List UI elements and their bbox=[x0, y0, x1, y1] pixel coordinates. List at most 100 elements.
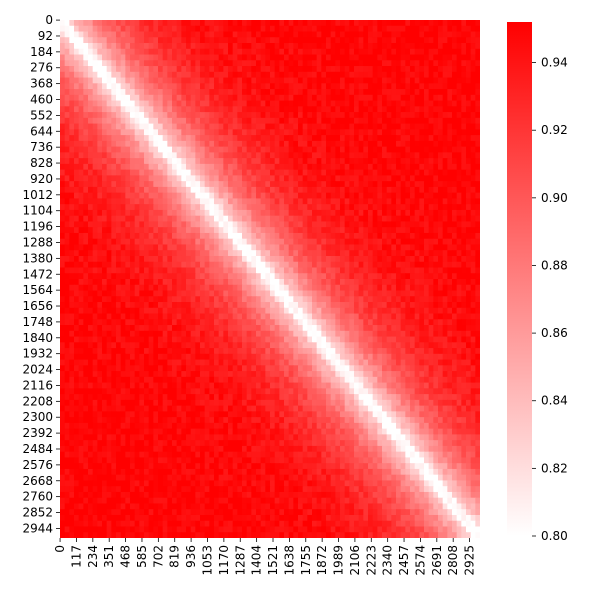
heatmap-cell bbox=[79, 158, 84, 164]
heatmap-cell bbox=[88, 262, 93, 268]
heatmap-cell bbox=[298, 37, 303, 43]
heatmap-cell bbox=[102, 273, 107, 279]
heatmap-cell bbox=[438, 216, 443, 222]
heatmap-cell bbox=[345, 279, 350, 285]
heatmap-cell bbox=[102, 83, 107, 89]
heatmap-cell bbox=[65, 66, 70, 72]
heatmap-cell bbox=[256, 78, 261, 84]
heatmap-cell bbox=[447, 244, 452, 250]
heatmap-cell bbox=[219, 60, 224, 66]
heatmap-cell bbox=[401, 158, 406, 164]
heatmap-cell bbox=[167, 106, 172, 112]
heatmap-cell bbox=[214, 20, 219, 26]
heatmap-cell bbox=[111, 256, 116, 262]
heatmap-cell bbox=[69, 20, 74, 26]
heatmap-cell bbox=[219, 118, 224, 124]
heatmap-cell bbox=[83, 83, 88, 89]
heatmap-cell bbox=[149, 37, 154, 43]
heatmap-cell bbox=[125, 129, 130, 135]
heatmap-cell bbox=[79, 175, 84, 181]
heatmap-cell bbox=[200, 267, 205, 273]
heatmap-cell bbox=[424, 210, 429, 216]
heatmap-cell bbox=[321, 89, 326, 95]
heatmap-cell bbox=[349, 106, 354, 112]
heatmap-cell bbox=[349, 20, 354, 26]
heatmap-cell bbox=[410, 308, 415, 314]
heatmap-cell bbox=[270, 129, 275, 135]
heatmap-cell bbox=[69, 32, 74, 38]
heatmap-cell bbox=[107, 210, 112, 216]
heatmap-cell bbox=[191, 181, 196, 187]
heatmap-cell bbox=[289, 314, 294, 320]
heatmap-cell bbox=[242, 118, 247, 124]
heatmap-cell bbox=[214, 296, 219, 302]
heatmap-cell bbox=[312, 273, 317, 279]
heatmap-cell bbox=[233, 331, 238, 337]
heatmap-cell bbox=[205, 112, 210, 118]
heatmap-cell bbox=[79, 20, 84, 26]
heatmap-cell bbox=[149, 101, 154, 107]
heatmap-cells bbox=[60, 20, 481, 539]
heatmap-cell bbox=[396, 244, 401, 250]
heatmap-cell bbox=[251, 319, 256, 325]
heatmap-cell bbox=[121, 314, 126, 320]
heatmap-cell bbox=[298, 43, 303, 49]
heatmap-cell bbox=[265, 239, 270, 245]
heatmap-cell bbox=[195, 106, 200, 112]
heatmap-cell bbox=[200, 83, 205, 89]
heatmap-cell bbox=[429, 135, 434, 141]
heatmap-cell bbox=[219, 285, 224, 291]
heatmap-cell bbox=[163, 72, 168, 78]
heatmap-cell bbox=[475, 193, 480, 199]
heatmap-cell bbox=[368, 285, 373, 291]
heatmap-cell bbox=[233, 273, 238, 279]
heatmap-cell bbox=[307, 262, 312, 268]
heatmap-cell bbox=[121, 83, 126, 89]
heatmap-cell bbox=[359, 124, 364, 130]
heatmap-cell bbox=[307, 204, 312, 210]
heatmap-cell bbox=[139, 124, 144, 130]
heatmap-cell bbox=[153, 319, 158, 325]
heatmap-cell bbox=[102, 141, 107, 147]
heatmap-cell bbox=[401, 314, 406, 320]
heatmap-cell bbox=[335, 164, 340, 170]
heatmap-cell bbox=[83, 89, 88, 95]
heatmap-cell bbox=[391, 164, 396, 170]
heatmap-cell bbox=[205, 314, 210, 320]
heatmap-cell bbox=[214, 210, 219, 216]
heatmap-cell bbox=[373, 302, 378, 308]
heatmap-cell bbox=[177, 187, 182, 193]
heatmap-cell bbox=[191, 124, 196, 130]
heatmap-cell bbox=[121, 325, 126, 331]
heatmap-cell bbox=[363, 193, 368, 199]
heatmap-cell bbox=[345, 141, 350, 147]
heatmap-cell bbox=[401, 72, 406, 78]
heatmap-cell bbox=[354, 273, 359, 279]
heatmap-cell bbox=[116, 37, 121, 43]
heatmap-cell bbox=[340, 233, 345, 239]
heatmap-cell bbox=[200, 308, 205, 314]
heatmap-cell bbox=[97, 49, 102, 55]
heatmap-cell bbox=[83, 267, 88, 273]
heatmap-cell bbox=[130, 106, 135, 112]
heatmap-cell bbox=[200, 112, 205, 118]
heatmap-cell bbox=[251, 89, 256, 95]
heatmap-cell bbox=[135, 187, 140, 193]
heatmap-cell bbox=[107, 175, 112, 181]
heatmap-cell bbox=[461, 273, 466, 279]
heatmap-cell bbox=[177, 302, 182, 308]
heatmap-cell bbox=[321, 170, 326, 176]
heatmap-cell bbox=[153, 181, 158, 187]
heatmap-cell bbox=[79, 233, 84, 239]
heatmap-cell bbox=[433, 83, 438, 89]
heatmap-cell bbox=[256, 147, 261, 153]
heatmap-cell bbox=[349, 164, 354, 170]
heatmap-cell bbox=[396, 152, 401, 158]
heatmap-cell bbox=[228, 141, 233, 147]
heatmap-cell bbox=[60, 112, 65, 118]
heatmap-cell bbox=[326, 291, 331, 297]
heatmap-cell bbox=[275, 239, 280, 245]
heatmap-cell bbox=[79, 181, 84, 187]
heatmap-cell bbox=[223, 106, 228, 112]
heatmap-cell bbox=[447, 204, 452, 210]
